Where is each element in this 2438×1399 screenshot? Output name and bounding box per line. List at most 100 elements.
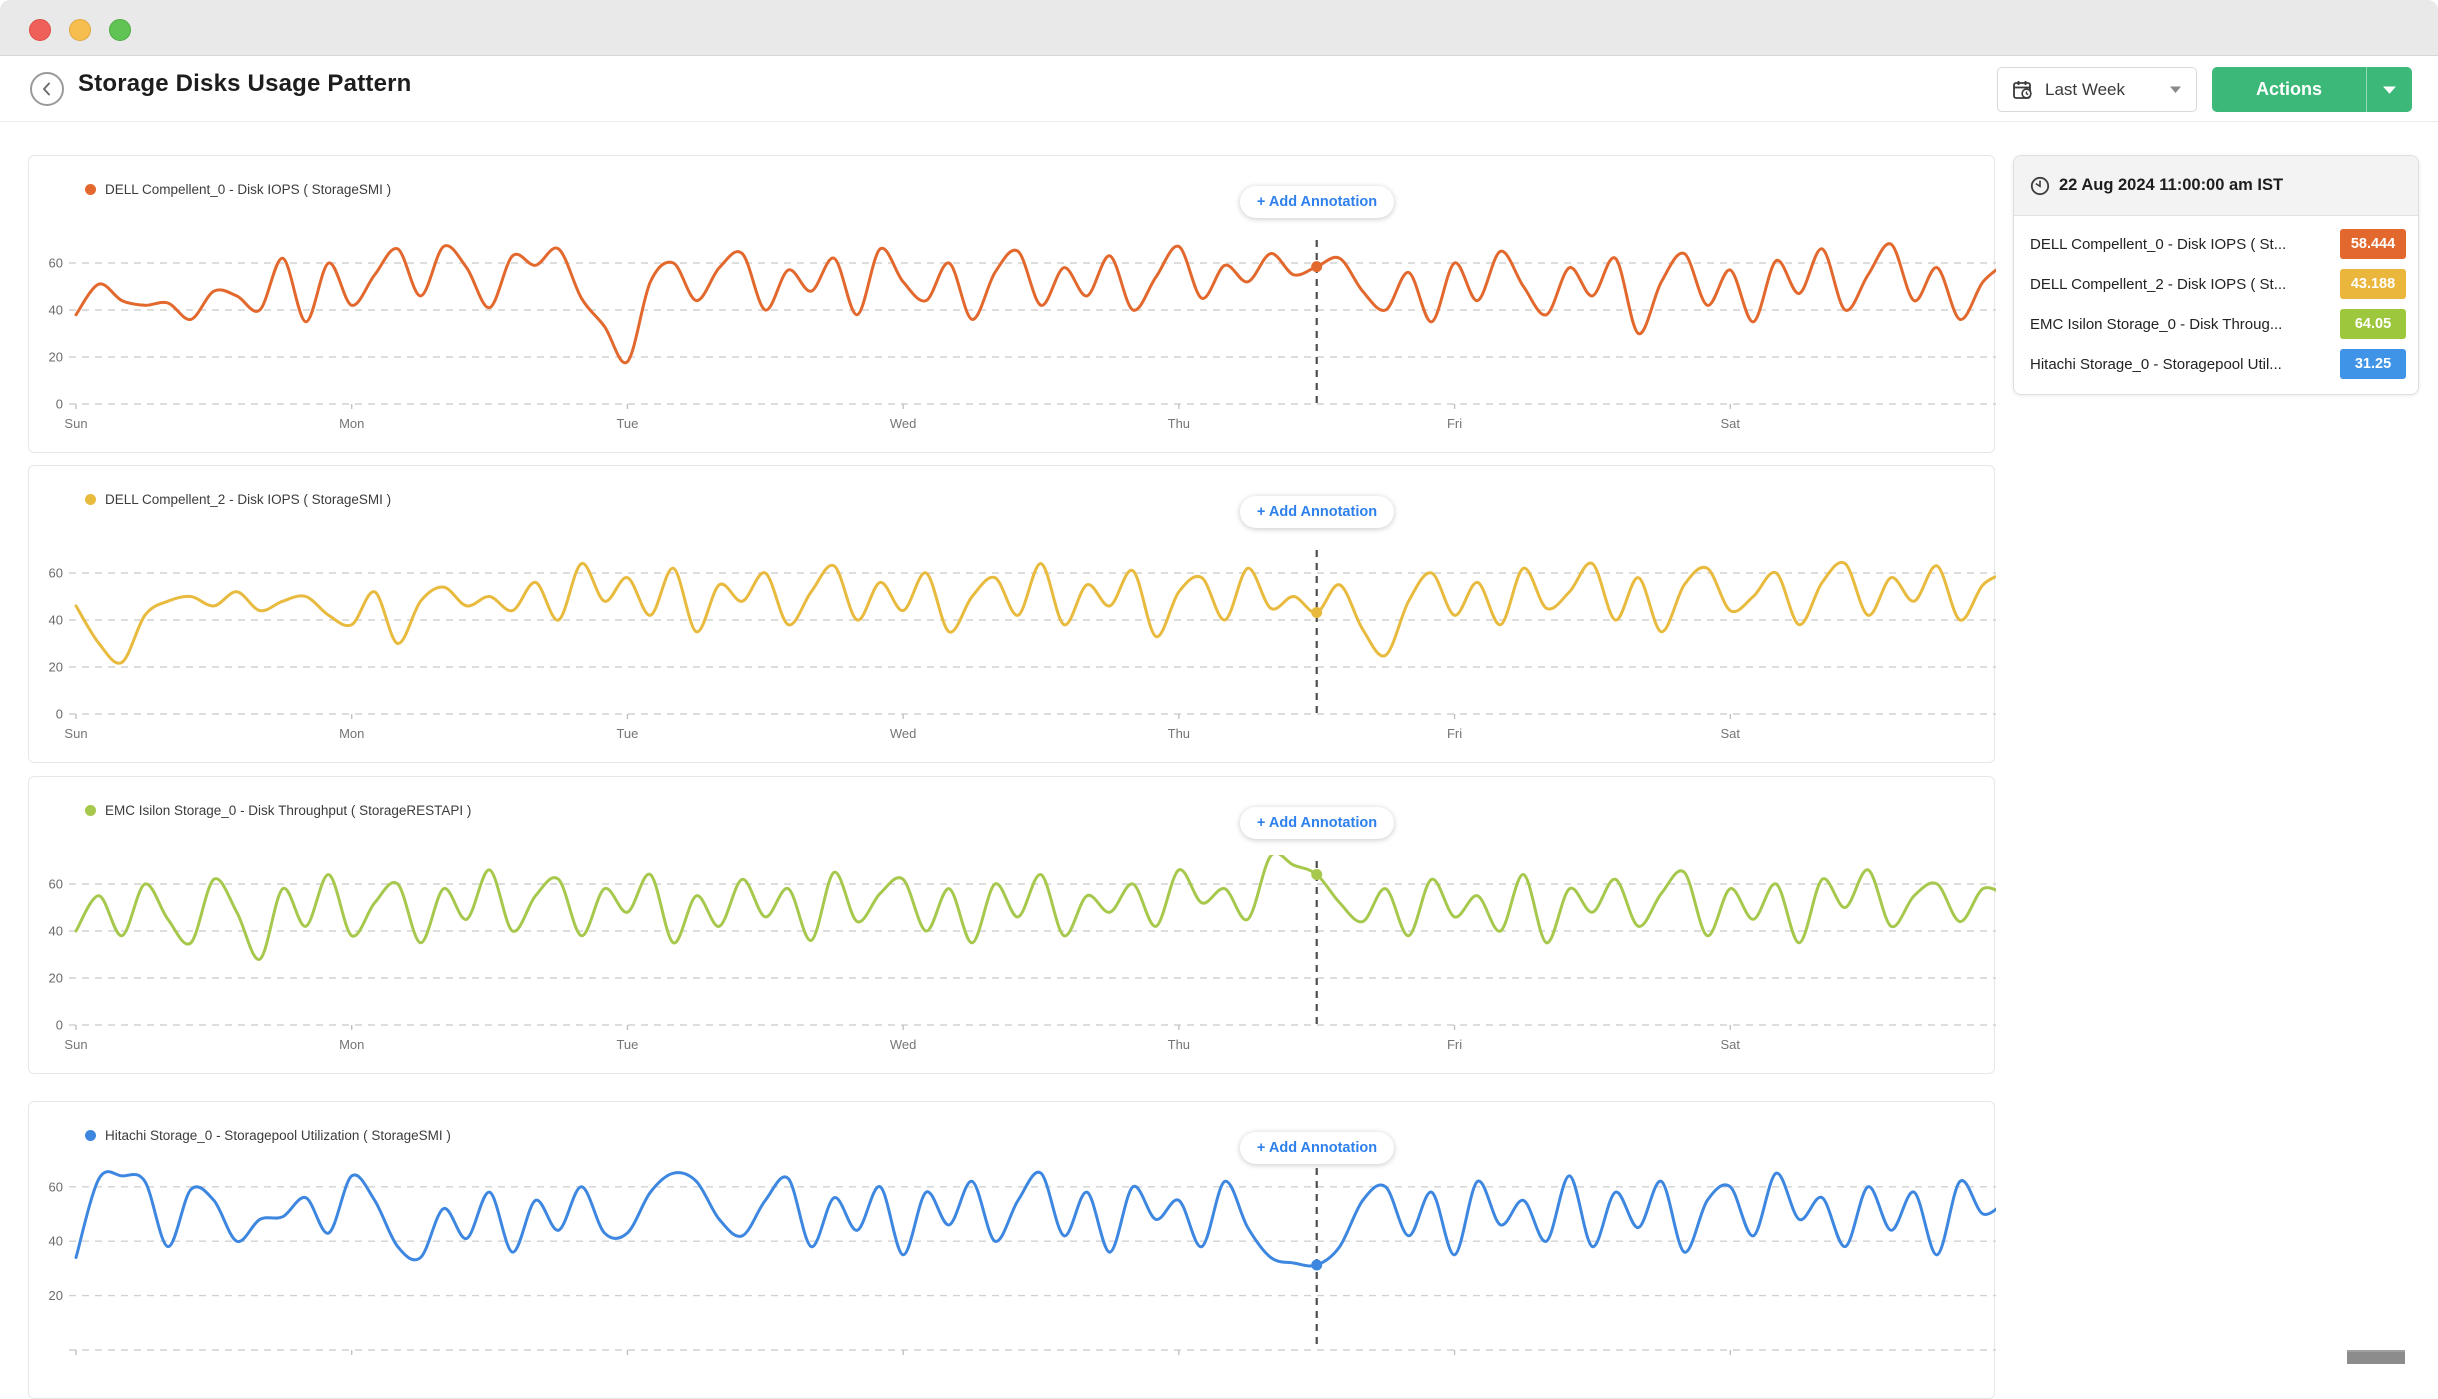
tooltip-row-label: EMC Isilon Storage_0 - Disk Throug... [2030, 315, 2283, 333]
x-tick-label: Fri [1447, 726, 1462, 741]
time-range-value: Last Week [2045, 79, 2126, 99]
x-tick-label: Sat [1721, 416, 1741, 431]
x-tick-label: Sat [1721, 726, 1741, 741]
y-tick-label: 60 [49, 1179, 63, 1194]
x-tick-label: Thu [1168, 1037, 1190, 1052]
legend-dot-icon [85, 494, 96, 505]
x-tick-label: Thu [1168, 416, 1190, 431]
line-chart-plot[interactable]: 20 40 60 [29, 1162, 1996, 1390]
tooltip-rows: DELL Compellent_0 - Disk IOPS ( St... 58.… [2014, 216, 2418, 394]
time-range-select[interactable]: Last Week [1997, 67, 2197, 112]
app-header: Storage Disks Usage Pattern Last Week Ac… [0, 56, 2438, 122]
page-title: Storage Disks Usage Pattern [78, 70, 412, 97]
x-tick-label: Sun [64, 416, 87, 431]
chart-card: DELL Compellent_0 - Disk IOPS ( StorageS… [28, 155, 1996, 453]
add-annotation-button[interactable]: + Add Annotation [1239, 807, 1395, 839]
x-tick-label: Wed [890, 726, 917, 741]
tooltip-row: DELL Compellent_0 - Disk IOPS ( St... 58.… [2014, 224, 2418, 264]
y-tick-label: 20 [49, 1288, 63, 1303]
chart-card: DELL Compellent_2 - Disk IOPS ( StorageS… [28, 465, 1996, 763]
legend-series-label: DELL Compellent_0 - Disk IOPS ( StorageS… [105, 182, 392, 197]
hover-point-marker [1311, 261, 1323, 273]
add-annotation-button[interactable]: + Add Annotation [1239, 496, 1395, 528]
y-tick-label: 0 [56, 707, 63, 722]
chart-legend: EMC Isilon Storage_0 - Disk Throughput (… [85, 803, 471, 818]
tooltip-row-value-badge: 31.25 [2340, 349, 2406, 379]
add-annotation-button[interactable]: + Add Annotation [1239, 1132, 1395, 1164]
series-line [74, 855, 1996, 961]
x-tick-label: Mon [339, 726, 364, 741]
actions-dropdown-toggle[interactable] [2366, 67, 2412, 112]
chart-legend: DELL Compellent_2 - Disk IOPS ( StorageS… [85, 492, 391, 507]
chevron-left-icon [43, 82, 50, 96]
x-tick-label: Tue [616, 1037, 638, 1052]
tooltip-row-label: DELL Compellent_2 - Disk IOPS ( St... [2030, 275, 2287, 293]
x-tick-label: Sat [1721, 1037, 1741, 1052]
line-chart-plot[interactable]: 0 20 40 60 Sun Mon Tue Wed Thu Fri Sat [29, 234, 1996, 444]
chevron-down-icon [2383, 86, 2396, 94]
x-tick-label: Thu [1168, 726, 1190, 741]
tooltip-row-label: DELL Compellent_0 - Disk IOPS ( St... [2030, 235, 2287, 253]
line-chart-plot[interactable]: 0 20 40 60 Sun Mon Tue Wed Thu Fri Sat [29, 855, 1996, 1065]
tooltip-row-value-badge: 43.188 [2340, 269, 2406, 299]
line-chart-plot[interactable]: 0 20 40 60 Sun Mon Tue Wed Thu Fri Sat [29, 544, 1996, 754]
series-line [74, 1170, 1996, 1268]
x-tick-label: Mon [339, 1037, 364, 1052]
y-tick-label: 40 [49, 924, 63, 939]
legend-series-label: EMC Isilon Storage_0 - Disk Throughput (… [105, 803, 472, 818]
back-button[interactable] [30, 72, 64, 106]
calendar-icon [2013, 80, 2032, 99]
y-tick-label: 20 [49, 971, 63, 986]
chart-card: Hitachi Storage_0 - Storagepool Utilizat… [28, 1101, 1996, 1399]
legend-dot-icon [85, 184, 96, 195]
tooltip-row-value-badge: 58.444 [2340, 229, 2406, 259]
y-tick-label: 0 [56, 1018, 63, 1033]
hover-point-marker [1311, 607, 1323, 619]
y-tick-label: 60 [49, 566, 63, 581]
tooltip-row: DELL Compellent_2 - Disk IOPS ( St... 43.… [2014, 264, 2418, 304]
minimize-window-button[interactable] [69, 19, 91, 41]
tooltip-timestamp: 22 Aug 2024 11:00:00 am IST [2059, 176, 2284, 194]
legend-dot-icon [85, 1130, 96, 1141]
chevron-down-icon [2170, 86, 2181, 93]
horizontal-scrollbar-thumb[interactable] [2347, 1350, 2405, 1364]
actions-button[interactable]: Actions [2212, 67, 2412, 112]
tooltip-row: EMC Isilon Storage_0 - Disk Throug... 64.… [2014, 304, 2418, 344]
x-tick-label: Fri [1447, 416, 1462, 431]
chart-legend: Hitachi Storage_0 - Storagepool Utilizat… [85, 1128, 451, 1143]
y-tick-label: 60 [49, 256, 63, 271]
legend-series-label: Hitachi Storage_0 - Storagepool Utilizat… [105, 1128, 451, 1143]
actions-button-label: Actions [2255, 79, 2322, 99]
x-tick-label: Sun [64, 726, 87, 741]
clock-icon [2030, 176, 2050, 195]
y-tick-label: 40 [49, 303, 63, 318]
x-tick-label: Sun [64, 1037, 87, 1052]
y-tick-label: 40 [49, 1234, 63, 1249]
add-annotation-button[interactable]: + Add Annotation [1239, 186, 1395, 218]
x-tick-label: Tue [616, 416, 638, 431]
series-line [74, 560, 1996, 665]
chart-legend: DELL Compellent_0 - Disk IOPS ( StorageS… [85, 182, 391, 197]
x-tick-label: Wed [890, 1037, 917, 1052]
window-titlebar [0, 0, 2438, 56]
tooltip-header: 22 Aug 2024 11:00:00 am IST [2014, 156, 2418, 216]
y-tick-label: 20 [49, 350, 63, 365]
y-tick-label: 20 [49, 660, 63, 675]
tooltip-row-label: Hitachi Storage_0 - Storagepool Util... [2030, 355, 2282, 373]
series-line [74, 242, 1996, 365]
legend-series-label: DELL Compellent_2 - Disk IOPS ( StorageS… [105, 492, 392, 507]
x-tick-label: Tue [616, 726, 638, 741]
tooltip-row: Hitachi Storage_0 - Storagepool Util... 3… [2014, 344, 2418, 384]
hover-tooltip-panel: 22 Aug 2024 11:00:00 am IST DELL Compell… [2013, 155, 2419, 395]
close-window-button[interactable] [29, 19, 51, 41]
y-tick-label: 60 [49, 877, 63, 892]
x-tick-label: Wed [890, 416, 917, 431]
x-tick-label: Fri [1447, 1037, 1462, 1052]
tooltip-row-value-badge: 64.05 [2340, 309, 2406, 339]
hover-point-marker [1311, 868, 1323, 880]
y-tick-label: 0 [56, 397, 63, 412]
zoom-window-button[interactable] [109, 19, 131, 41]
x-tick-label: Mon [339, 416, 364, 431]
y-tick-label: 40 [49, 613, 63, 628]
legend-dot-icon [85, 805, 96, 816]
